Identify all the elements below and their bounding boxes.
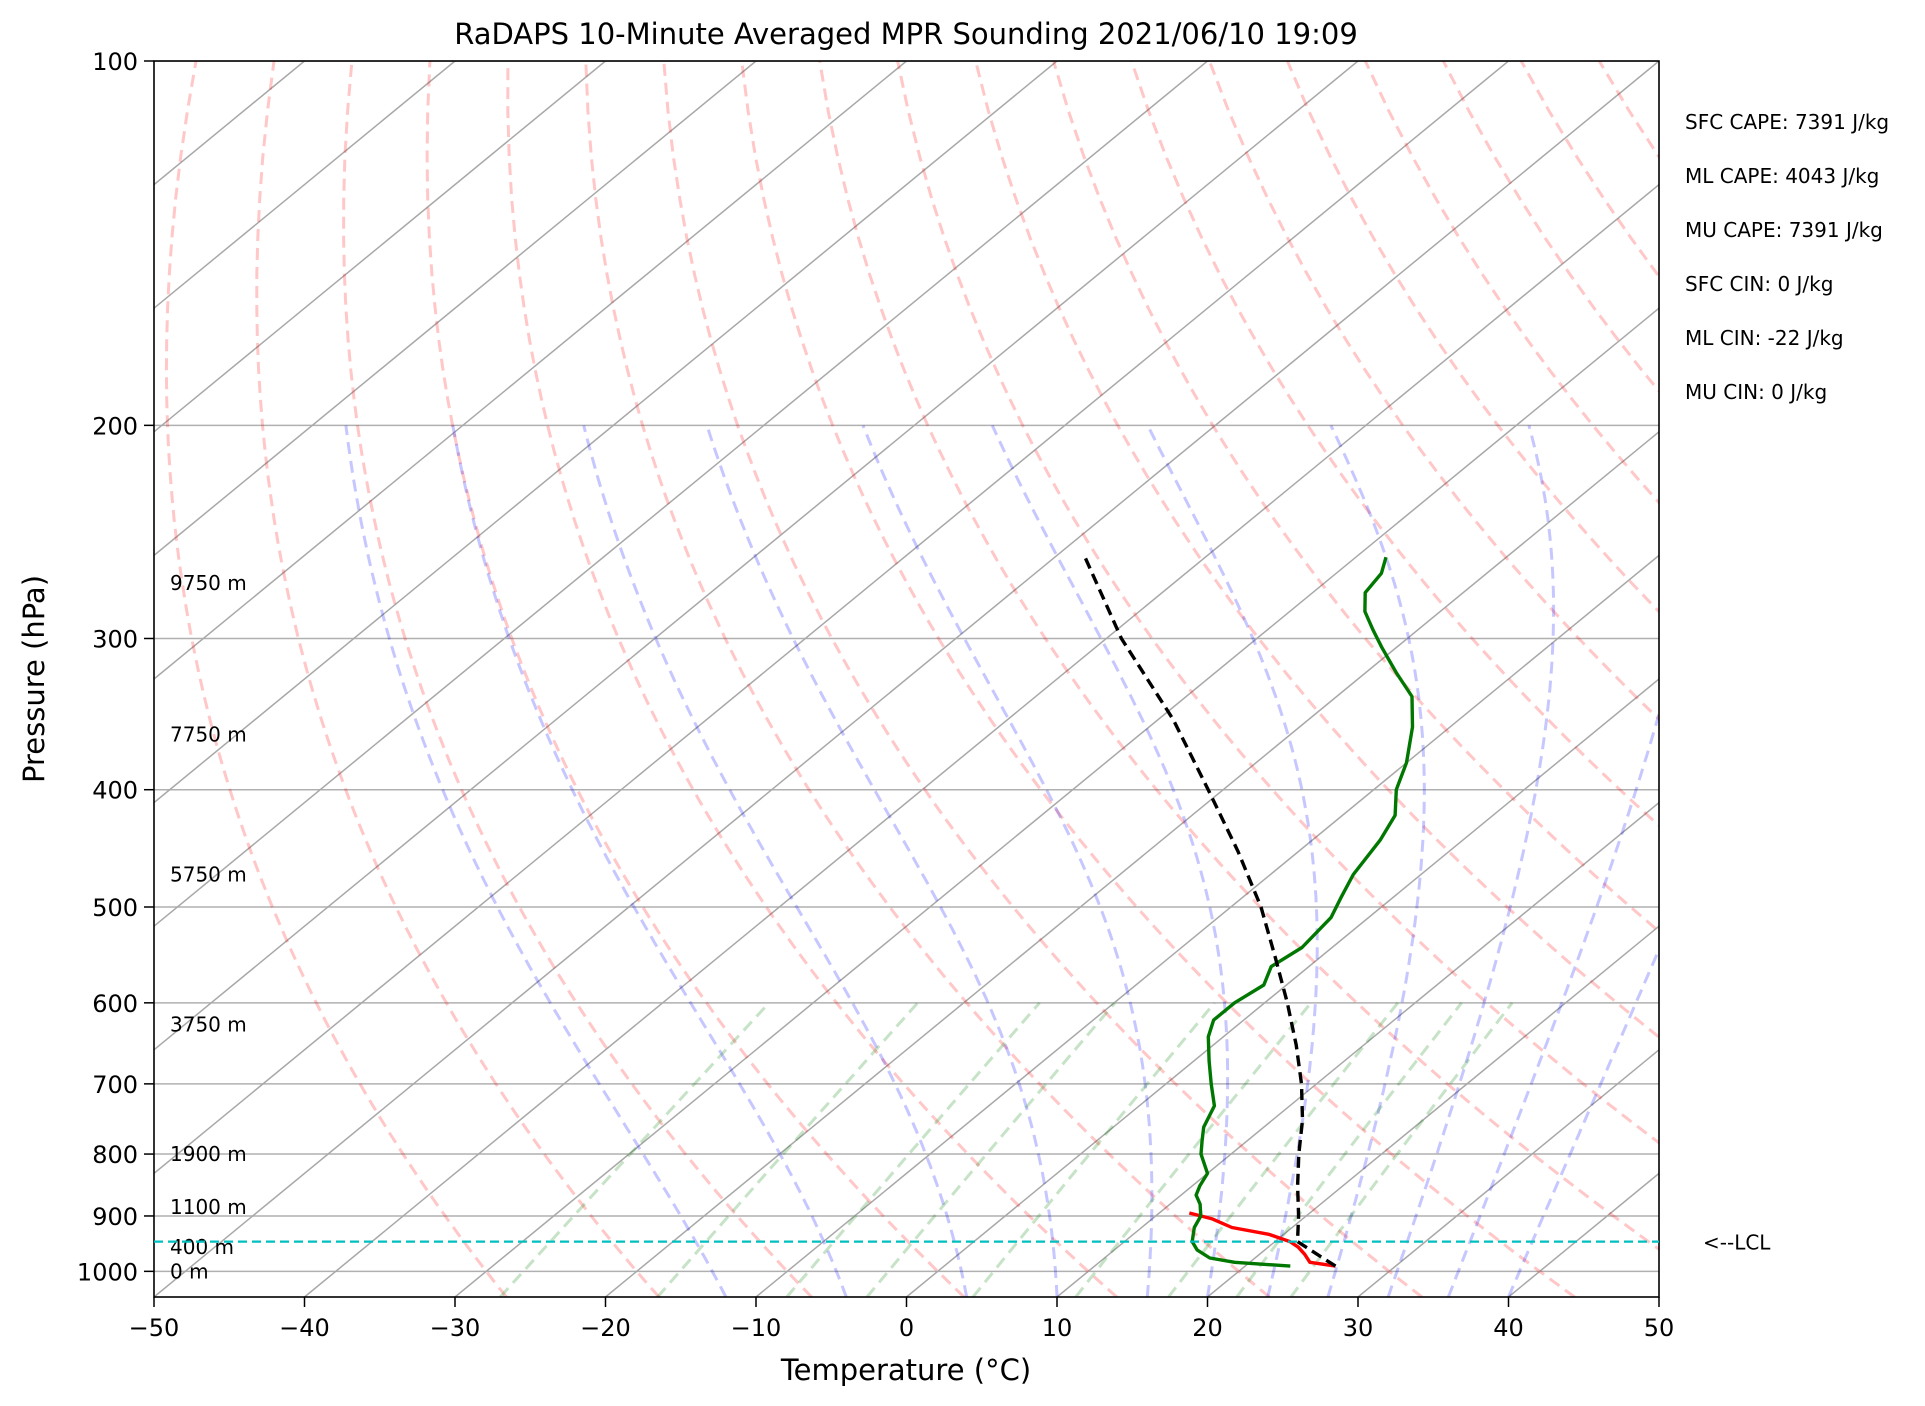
x-tick-label: 50 — [1644, 1314, 1675, 1342]
y-axis-label: Pressure (hPa) — [17, 575, 51, 783]
mixing-ratio-line — [1289, 1001, 1514, 1297]
mixing-ratio-line — [499, 1001, 771, 1297]
height-label: 0 m — [170, 1259, 209, 1283]
y-tick-label: 1000 — [77, 1258, 138, 1286]
profile-line — [1190, 556, 1415, 1268]
chart-title: RaDAPS 10-Minute Averaged MPR Sounding 2… — [454, 17, 1358, 51]
parcel-profile-line — [1083, 556, 1337, 1268]
mixing-ratio-line — [1074, 1001, 1313, 1297]
dry-adiabat — [1208, 61, 1659, 722]
isotherm-line — [154, 61, 1058, 804]
isotherm-line — [154, 61, 456, 310]
x-tick-label: −50 — [129, 1314, 180, 1342]
x-tick-label: 20 — [1192, 1314, 1223, 1342]
mixing-ratio-line — [971, 1001, 1216, 1297]
mixing-ratio-line — [1235, 1001, 1463, 1297]
height-label: 3750 m — [170, 1012, 247, 1036]
y-tick-label: 200 — [92, 412, 138, 440]
dry-adiabat — [506, 61, 1118, 1297]
moist-adiabat — [344, 425, 728, 1297]
isotherm-line — [154, 61, 1208, 928]
lcl-marker: <--LCL — [154, 1231, 1771, 1255]
x-axis: −50 −40 −30 −20 −10 0 10 20 30 40 50 — [129, 1297, 1675, 1342]
stat-label: SFC CAPE: 7391 J/kg — [1685, 110, 1889, 134]
isotherm-line — [154, 61, 757, 557]
x-tick-label: 10 — [1042, 1314, 1073, 1342]
stat-label: MU CIN: 0 J/kg — [1685, 380, 1827, 404]
dry-adiabat — [662, 61, 1423, 1297]
isotherm-line — [1056, 801, 1659, 1297]
dry-adiabat — [255, 61, 661, 1297]
y-tick-label: 500 — [92, 894, 138, 922]
isotherm-line — [605, 430, 1659, 1297]
x-axis-label: Temperature (°C) — [780, 1353, 1031, 1387]
height-label: 1900 m — [170, 1142, 247, 1166]
moist-adiabat — [1507, 945, 1659, 1297]
x-tick-label: −30 — [430, 1314, 481, 1342]
y-tick-label: 600 — [92, 990, 138, 1018]
height-label: 5750 m — [170, 862, 247, 886]
moist-adiabat — [1146, 424, 1319, 1297]
moist-adiabat — [1446, 708, 1659, 1297]
x-tick-label: 40 — [1493, 1314, 1524, 1342]
stat-label: SFC CIN: 0 J/kg — [1685, 272, 1833, 296]
y-tick-label: 400 — [92, 777, 138, 805]
y-tick-label: 700 — [92, 1071, 138, 1099]
x-tick-label: −10 — [731, 1314, 782, 1342]
isotherm-line — [154, 61, 1359, 1051]
dry-adiabat — [425, 61, 966, 1297]
isotherm-line — [454, 307, 1659, 1297]
isotherm-line — [755, 554, 1659, 1297]
mixing-ratio-line — [785, 1001, 1041, 1297]
height-label: 9750 m — [170, 571, 247, 595]
moist-adiabat — [705, 424, 1059, 1297]
isotherm-line — [906, 678, 1659, 1297]
moist-adiabat — [582, 425, 969, 1297]
isotherm-line — [154, 61, 1659, 1297]
stat-label: ML CIN: -22 J/kg — [1685, 326, 1844, 350]
moist-adiabat — [1386, 425, 1556, 1297]
isotherm-line — [1207, 925, 1659, 1297]
dry-adiabat — [1286, 61, 1659, 614]
dry-adiabat — [342, 61, 813, 1297]
y-tick-label: 300 — [92, 625, 138, 653]
stats-panel: SFC CAPE: 7391 J/kg ML CAPE: 4043 J/kg MU … — [1685, 110, 1889, 404]
moist-adiabat — [1326, 424, 1426, 1297]
y-tick-label: 100 — [92, 48, 138, 76]
x-tick-label: −40 — [279, 1314, 330, 1342]
isotherm-line — [154, 61, 1509, 1175]
y-tick-label: 800 — [92, 1141, 138, 1169]
stat-label: ML CAPE: 4043 J/kg — [1685, 164, 1879, 188]
y-axis: 100 200 300 400 500 600 700 800 900 1000 — [77, 48, 154, 1286]
x-tick-label: 30 — [1343, 1314, 1374, 1342]
dry-adiabat — [818, 61, 1659, 1252]
lcl-label: <--LCL — [1703, 1231, 1771, 1255]
isotherm-line — [154, 61, 907, 680]
x-tick-label: 0 — [899, 1314, 914, 1342]
moist-adiabat — [451, 425, 848, 1297]
height-label: 400 m — [170, 1235, 234, 1259]
isotherm-line — [154, 61, 606, 433]
background-lines — [154, 61, 1659, 1297]
height-label: 7750 m — [170, 722, 247, 746]
mixing-ratio-line — [1167, 1001, 1399, 1297]
moist-adiabat — [861, 424, 1154, 1297]
mixing-ratio-line — [656, 1001, 919, 1297]
x-tick-label: −20 — [580, 1314, 631, 1342]
height-label: 1100 m — [170, 1195, 247, 1219]
isotherm-line — [304, 183, 1659, 1297]
isotherm-line — [1357, 1048, 1659, 1297]
dry-adiabat — [740, 61, 1576, 1297]
y-tick-label: 900 — [92, 1203, 138, 1231]
stat-label: MU CAPE: 7391 J/kg — [1685, 218, 1883, 242]
